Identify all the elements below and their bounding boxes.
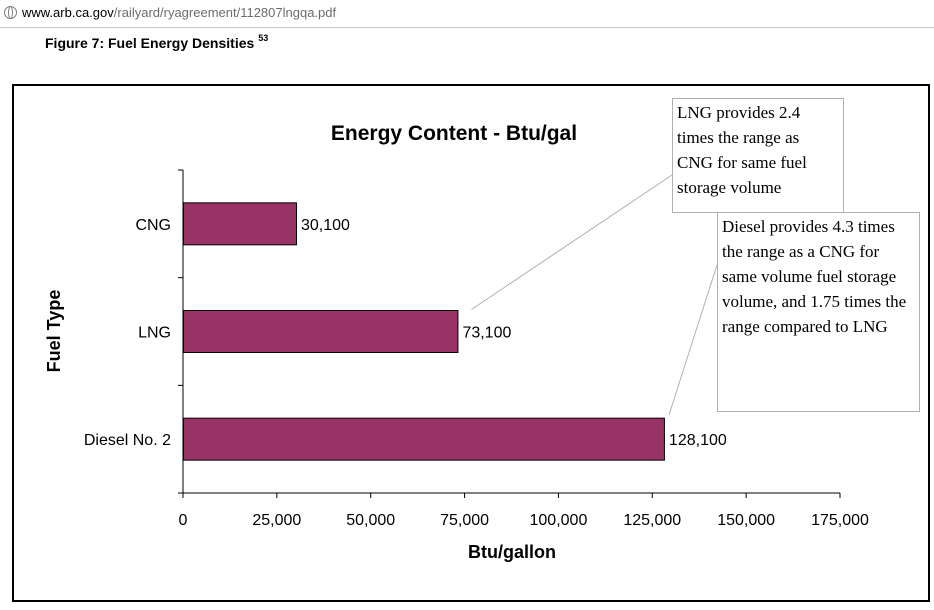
annotation-connector-diesel [668, 264, 718, 416]
x-tick-label: 0 [179, 512, 188, 529]
bars [183, 202, 665, 461]
labels: 0 25,000 50,000 75,000 100,000 125,000 150,000… [84, 217, 869, 529]
x-axis-label: Btu/gallon [468, 542, 556, 562]
value-label: 30,100 [301, 217, 350, 234]
globe-icon [4, 6, 17, 19]
bar-diesel-no-2 [183, 417, 665, 461]
x-tick-label: 125,000 [623, 512, 681, 529]
figure-caption-text: Figure 7: Fuel Energy Densities [45, 35, 255, 51]
footnote-ref: 53 [258, 33, 269, 43]
x-tick-label: 25,000 [252, 512, 301, 529]
category-label: Diesel No. 2 [84, 432, 171, 449]
figure-caption: Figure 7: Fuel Energy Densities 53 [45, 33, 268, 51]
url-host: www.arb.ca.gov [22, 5, 114, 20]
annotation-connectors [471, 174, 718, 416]
x-tick-label: 50,000 [346, 512, 395, 529]
y-axis-label: Fuel Type [44, 290, 64, 373]
address-bar[interactable]: www.arb.ca.gov/railyard/ryagreement/1128… [0, 0, 934, 28]
annotation-connector-lng [471, 174, 673, 310]
x-tick-label: 100,000 [530, 512, 588, 529]
chart-frame [12, 84, 930, 602]
category-label: CNG [135, 217, 171, 234]
value-label: 128,100 [669, 432, 727, 449]
url-text[interactable]: www.arb.ca.gov/railyard/ryagreement/1128… [22, 5, 336, 20]
x-tick-label: 150,000 [717, 512, 775, 529]
value-label: 73,100 [462, 325, 511, 342]
annotation-lng: LNG provides 2.4 times the range as CNG … [672, 98, 844, 213]
chart-title: Energy Content - Btu/gal [331, 122, 577, 145]
bar-cng [183, 202, 298, 246]
bar-lng [183, 310, 459, 353]
category-label: LNG [138, 325, 171, 342]
annotation-diesel: Diesel provides 4.3 times the range as a… [717, 212, 920, 412]
x-tick-label: 175,000 [811, 512, 869, 529]
x-tick-label: 75,000 [440, 512, 489, 529]
url-path: /railyard/ryagreement/112807lngqa.pdf [113, 5, 337, 20]
